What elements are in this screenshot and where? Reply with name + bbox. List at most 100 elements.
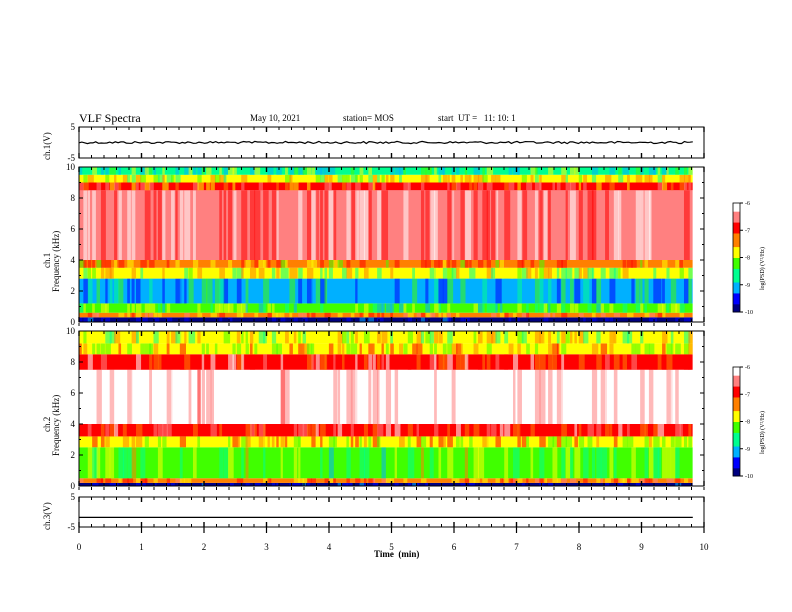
spectrogram-streak <box>368 312 375 318</box>
spectrogram-streak <box>420 174 428 183</box>
colorbar-step <box>733 467 740 472</box>
spectrogram-streak <box>548 167 554 175</box>
spectrogram-streak <box>526 312 530 318</box>
spectrogram-streak <box>469 267 476 279</box>
spectrogram-streak <box>622 436 628 448</box>
spectrogram-streak <box>539 447 545 479</box>
spectrogram-streak <box>504 278 511 304</box>
spectrogram-streak <box>517 424 521 437</box>
colorbar-step <box>733 262 740 267</box>
spectrogram-streak <box>311 190 318 260</box>
spectrogram-streak <box>285 303 289 313</box>
spectrogram-streak <box>648 312 656 318</box>
y-tick-label: -5 <box>68 153 76 163</box>
colorbar-step <box>733 279 740 283</box>
spectrogram-streak <box>346 174 350 183</box>
spectrogram-streak <box>596 303 602 313</box>
spectrogram-streak <box>473 317 477 322</box>
spectrogram-streak <box>363 303 369 313</box>
spectrogram-streak <box>289 278 296 304</box>
spectrogram-streak <box>249 190 256 260</box>
spectrogram-streak <box>495 303 498 313</box>
spectrogram-streak <box>429 354 437 370</box>
spectrogram-streak <box>517 369 522 424</box>
spectrogram-streak <box>223 278 229 304</box>
spectrogram-streak <box>640 303 644 313</box>
spectrogram-streak <box>429 447 434 479</box>
spectrogram-streak <box>206 182 210 191</box>
spectrogram-streak <box>442 278 448 304</box>
spectrogram-streak <box>324 167 330 175</box>
colorbar-step <box>733 443 740 447</box>
spectrogram-streak <box>469 478 476 483</box>
spectrogram-streak <box>271 267 276 279</box>
colorbar-tick-label: -8 <box>745 256 750 262</box>
spectrogram-streak <box>377 312 380 318</box>
spectrogram-streak <box>451 369 456 424</box>
spectrogram-streak <box>662 167 669 175</box>
spectrogram-streak <box>539 278 544 304</box>
spectrogram-streak <box>219 482 225 486</box>
spectrogram-streak <box>87 369 91 424</box>
spectrogram-streak <box>92 190 96 260</box>
spectrogram-streak <box>394 482 399 486</box>
spectrogram-streak <box>280 267 286 279</box>
spectrogram-streak <box>175 278 182 304</box>
spectrogram-streak <box>451 167 455 175</box>
spectrogram-streak <box>280 317 287 322</box>
spectrogram-streak <box>644 436 649 448</box>
spectrogram-streak <box>131 312 135 318</box>
spectrogram-streak <box>530 447 534 479</box>
spectrogram-streak <box>100 343 105 355</box>
spectrogram-band <box>79 267 693 279</box>
spectrogram-streak <box>600 312 606 318</box>
spectrogram-streak <box>548 190 551 260</box>
spectrogram-streak <box>688 343 695 355</box>
spectrogram-streak <box>442 267 448 279</box>
spectrogram-streak <box>434 331 439 344</box>
spectrogram-streak <box>114 369 121 424</box>
spectrogram-streak <box>482 190 488 260</box>
spectrogram-streak <box>254 424 257 437</box>
spectrogram-streak <box>228 303 234 313</box>
spectrogram-streak <box>83 317 89 322</box>
spectrogram-streak <box>390 343 394 355</box>
spectrogram-streak <box>285 174 291 183</box>
spectrogram-streak <box>591 190 597 260</box>
spectrogram-streak <box>105 482 112 486</box>
spectrogram-streak <box>245 482 250 486</box>
spectrogram-streak <box>118 482 122 486</box>
colorbar-step <box>733 396 740 401</box>
spectrogram-streak <box>653 354 658 370</box>
spectrogram-streak <box>613 312 620 318</box>
spectrogram-streak <box>306 182 311 191</box>
spectrogram-streak <box>188 331 196 344</box>
spectrogram-streak <box>83 343 88 355</box>
spectrogram-streak <box>631 354 637 370</box>
spectrogram-streak <box>438 167 445 175</box>
spectrogram-streak <box>416 331 422 344</box>
spectrogram-streak <box>188 278 194 304</box>
spectrogram-streak <box>548 317 553 322</box>
spectrogram-streak <box>473 331 477 344</box>
spectrogram-streak <box>337 174 343 183</box>
spectrogram-streak <box>83 482 87 486</box>
spectrogram-streak <box>140 167 147 175</box>
spectrogram-streak <box>513 424 519 437</box>
spectrogram-streak <box>100 424 105 437</box>
spectrogram-streak <box>359 190 365 260</box>
spectrogram-streak <box>109 167 116 175</box>
spectrogram-streak <box>184 278 187 304</box>
spectrogram-streak <box>276 482 279 486</box>
spectrogram-streak <box>254 482 261 486</box>
spectrogram-streak <box>662 278 665 304</box>
spectrogram-streak <box>438 303 441 313</box>
spectrogram-streak <box>429 317 436 322</box>
spectrogram-streak <box>622 267 629 279</box>
spectrogram-streak <box>605 369 608 424</box>
spectrogram-streak <box>140 482 146 486</box>
colorbar-step <box>733 268 740 272</box>
spectrogram-streak <box>184 167 191 175</box>
spectrogram-streak <box>372 369 379 424</box>
spectrogram-streak <box>618 174 624 183</box>
